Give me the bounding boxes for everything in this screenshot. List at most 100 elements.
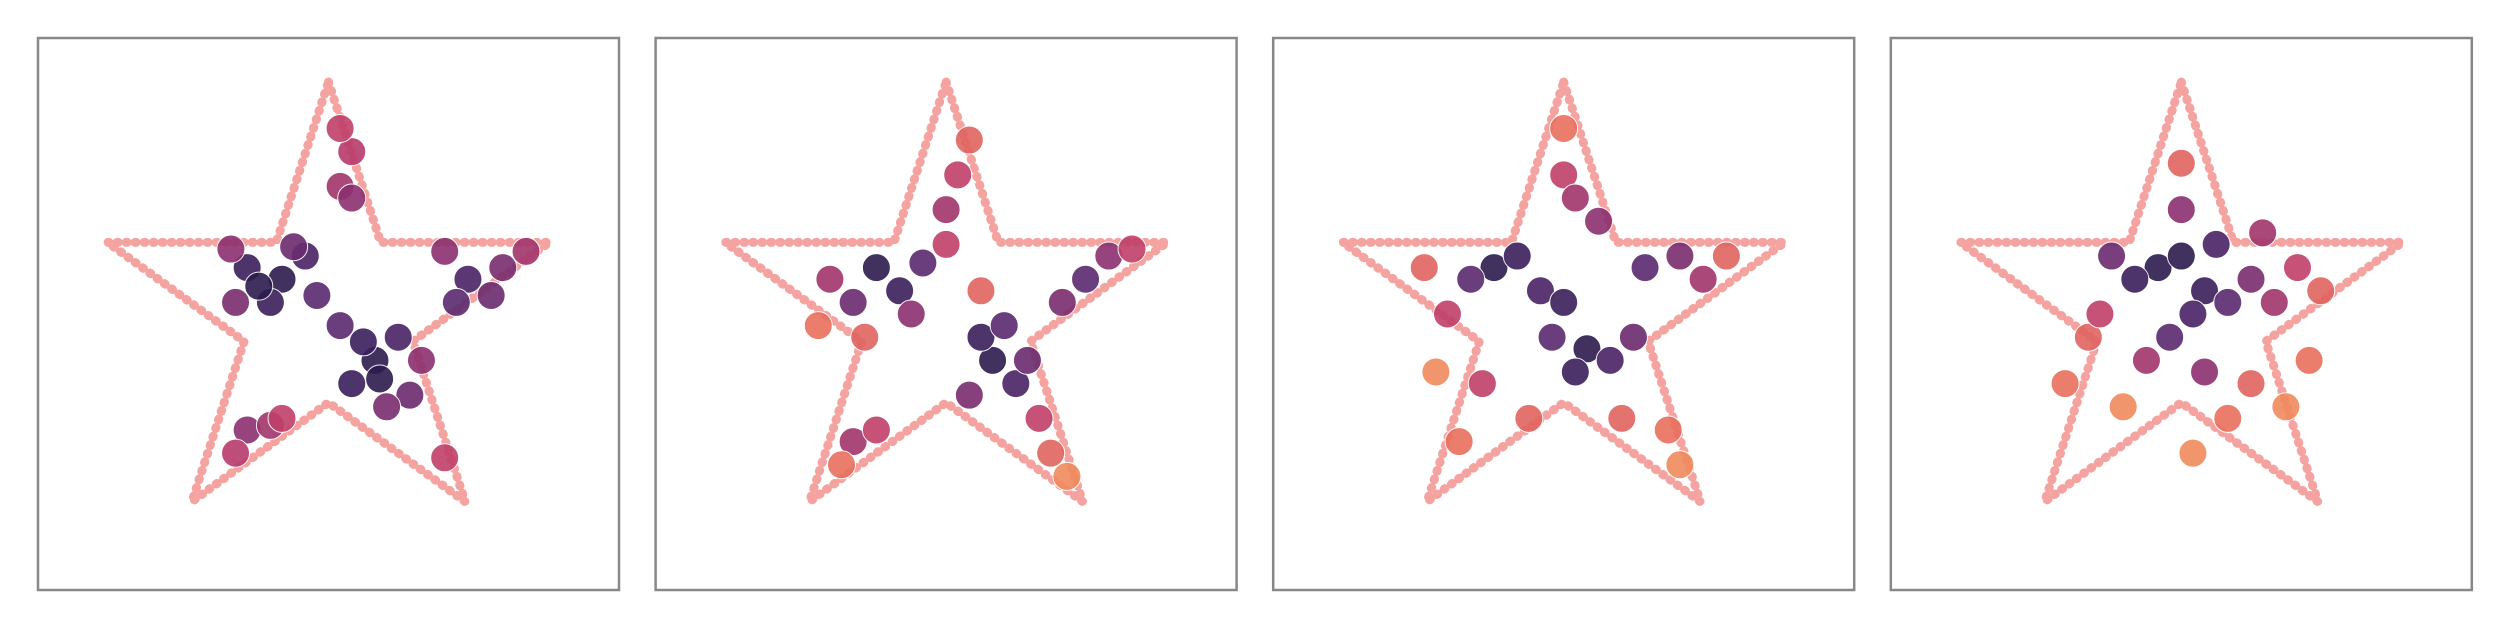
panel <box>36 36 621 592</box>
point <box>1421 357 1451 387</box>
point <box>2155 322 2185 352</box>
point <box>861 415 891 445</box>
point <box>989 311 1019 341</box>
point <box>337 137 367 167</box>
point <box>954 380 984 410</box>
point <box>943 160 973 190</box>
point <box>1549 287 1579 317</box>
point <box>279 232 309 262</box>
point <box>2178 438 2208 468</box>
point <box>221 438 251 468</box>
panel <box>654 36 1238 592</box>
point <box>2259 287 2289 317</box>
point <box>2120 264 2150 294</box>
point <box>978 345 1008 375</box>
point <box>244 271 274 301</box>
point <box>966 322 996 352</box>
point <box>1711 241 1741 271</box>
point <box>1117 234 1147 264</box>
point <box>850 322 880 352</box>
point <box>1595 345 1625 375</box>
point <box>803 311 833 341</box>
point <box>838 427 868 457</box>
point <box>325 311 355 341</box>
panel <box>1271 36 1856 592</box>
point <box>1444 427 1474 457</box>
point <box>2050 369 2080 399</box>
point <box>1071 264 1101 294</box>
point <box>1618 322 1648 352</box>
point <box>348 327 378 357</box>
point <box>1607 403 1637 433</box>
point <box>2213 287 2243 317</box>
point <box>1012 345 1042 375</box>
point <box>827 450 857 480</box>
point <box>815 264 845 294</box>
point <box>476 280 506 310</box>
point <box>1409 253 1439 283</box>
point <box>337 369 367 399</box>
point <box>861 253 891 283</box>
point <box>2166 195 2196 225</box>
point <box>2143 253 2173 283</box>
point <box>838 287 868 317</box>
point <box>453 264 483 294</box>
point <box>383 322 413 352</box>
point <box>1433 299 1462 329</box>
point <box>2166 148 2196 178</box>
point <box>1024 403 1054 433</box>
point <box>1665 450 1695 480</box>
point <box>908 248 938 278</box>
point <box>1549 160 1579 190</box>
point <box>896 299 926 329</box>
point <box>430 443 460 473</box>
point <box>1001 369 1031 399</box>
star-outline <box>1946 67 2417 514</box>
point <box>1036 438 1066 468</box>
point <box>365 364 395 394</box>
point <box>2201 229 2231 259</box>
point <box>1630 253 1660 283</box>
point <box>2131 345 2161 375</box>
point <box>2108 392 2138 422</box>
star-outline <box>93 67 564 514</box>
point <box>2097 241 2127 271</box>
point <box>2271 392 2301 422</box>
point <box>1456 264 1486 294</box>
point <box>1502 241 1532 271</box>
point <box>2190 357 2220 387</box>
point <box>931 229 961 259</box>
point <box>2306 276 2336 306</box>
point <box>1479 253 1509 283</box>
point <box>2283 253 2312 283</box>
point <box>1537 322 1567 352</box>
panel-frame <box>654 36 1238 592</box>
point <box>216 234 246 264</box>
point <box>430 236 460 266</box>
point <box>1467 369 1497 399</box>
point <box>302 280 332 310</box>
point <box>337 183 367 213</box>
point <box>931 195 961 225</box>
point <box>2213 403 2243 433</box>
point <box>2073 322 2103 352</box>
point <box>1514 403 1544 433</box>
point <box>1665 241 1695 271</box>
point <box>885 276 915 306</box>
point <box>966 276 996 306</box>
point <box>1572 334 1602 364</box>
point <box>441 287 471 317</box>
point <box>1052 461 1082 491</box>
point <box>2166 241 2196 271</box>
point <box>2248 218 2278 248</box>
point <box>1560 183 1590 213</box>
point <box>1560 357 1590 387</box>
point <box>221 287 251 317</box>
point <box>511 236 541 266</box>
point <box>267 403 297 433</box>
point <box>1047 287 1077 317</box>
point <box>406 345 436 375</box>
point <box>325 113 355 143</box>
